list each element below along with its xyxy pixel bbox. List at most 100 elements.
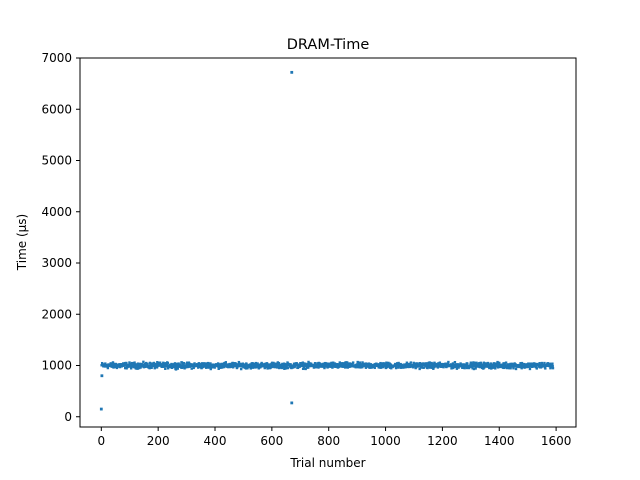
data-point — [390, 367, 393, 370]
data-point — [409, 361, 413, 364]
data-point — [336, 364, 339, 367]
data-point — [474, 367, 477, 370]
data-point — [166, 362, 170, 365]
data-point — [387, 361, 390, 365]
data-point — [181, 364, 185, 367]
data-point — [486, 361, 490, 365]
data-point — [317, 364, 321, 368]
data-point — [302, 364, 305, 368]
data-point — [369, 363, 372, 366]
data-point — [404, 366, 407, 369]
data-point — [422, 366, 426, 369]
data-point — [259, 365, 262, 369]
data-point — [432, 367, 435, 370]
data-point — [284, 367, 288, 370]
data-point — [289, 363, 292, 366]
data-point — [180, 366, 183, 369]
data-point — [433, 362, 436, 365]
data-point — [128, 365, 131, 368]
data-point — [124, 364, 128, 367]
data-point — [336, 363, 339, 366]
data-point — [190, 364, 193, 368]
data-point — [323, 366, 326, 370]
data-point — [155, 366, 159, 369]
data-point — [501, 365, 504, 368]
data-point — [270, 361, 274, 365]
outlier-point — [290, 70, 294, 74]
data-point — [473, 361, 477, 365]
data-point — [148, 366, 151, 370]
data-point — [492, 366, 495, 369]
data-point — [464, 365, 468, 368]
data-point — [146, 362, 149, 366]
data-point — [358, 365, 361, 368]
y-tick-label: 4000 — [41, 205, 72, 219]
data-point — [133, 361, 136, 364]
x-tick-label: 1400 — [484, 434, 515, 448]
data-point — [481, 363, 484, 366]
data-point — [509, 367, 512, 370]
data-point — [535, 365, 538, 368]
data-point — [425, 363, 428, 367]
data-point — [490, 367, 493, 370]
data-point — [338, 361, 341, 364]
data-point — [482, 361, 486, 364]
data-point — [527, 365, 530, 369]
data-point — [265, 365, 268, 369]
data-point — [182, 362, 186, 365]
data-point — [193, 362, 196, 365]
data-point — [463, 366, 466, 370]
data-point — [142, 360, 145, 364]
data-point — [379, 361, 382, 365]
data-point — [457, 366, 460, 369]
data-point — [428, 361, 431, 364]
data-point — [330, 364, 334, 367]
y-tick-label: 3000 — [41, 256, 72, 270]
data-point — [104, 362, 107, 365]
data-point — [173, 362, 177, 365]
data-point — [416, 362, 419, 365]
data-point — [106, 366, 110, 370]
data-point — [263, 366, 266, 370]
data-point — [471, 367, 474, 370]
data-point — [479, 362, 483, 365]
data-point — [112, 366, 115, 369]
data-point — [186, 361, 189, 365]
data-point — [239, 367, 243, 371]
data-point — [307, 366, 310, 369]
data-point — [498, 361, 501, 365]
data-point — [309, 362, 313, 365]
data-point — [397, 366, 400, 369]
y-tick-label: 6000 — [41, 102, 72, 116]
data-point — [130, 363, 133, 367]
data-point — [457, 363, 460, 366]
data-point — [502, 366, 506, 370]
data-point — [461, 366, 464, 369]
data-point — [504, 361, 508, 364]
y-tick-label: 2000 — [41, 307, 72, 321]
data-point — [129, 367, 133, 370]
data-point — [418, 367, 421, 371]
data-point — [551, 366, 555, 370]
data-point — [405, 361, 409, 364]
data-point — [174, 368, 178, 371]
data-point — [199, 363, 203, 366]
data-point — [205, 366, 208, 369]
data-point — [467, 366, 471, 370]
data-point — [128, 361, 131, 364]
y-tick-label: 1000 — [41, 359, 72, 373]
data-point — [520, 361, 524, 365]
data-point — [208, 365, 212, 368]
data-point — [342, 365, 345, 368]
data-point — [487, 363, 491, 366]
data-point — [282, 365, 285, 369]
data-point — [220, 362, 223, 366]
data-point — [190, 367, 193, 370]
data-point — [224, 361, 228, 364]
data-point — [283, 367, 286, 370]
data-point — [222, 365, 226, 369]
data-point — [166, 367, 170, 370]
data-point — [494, 367, 497, 370]
x-tick-label: 0 — [97, 434, 105, 448]
